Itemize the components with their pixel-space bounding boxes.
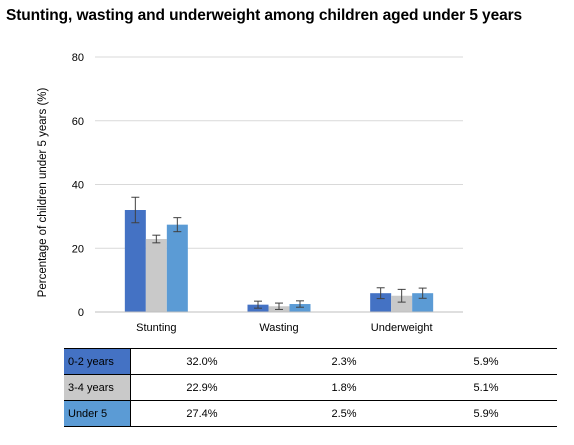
bar (289, 304, 311, 312)
table-row: 0-2 years 32.0% 2.3% 5.9% (64, 348, 557, 375)
table-cell: 2.3% (273, 348, 415, 375)
table-cell: 22.9% (130, 374, 273, 401)
table-cell: 5.1% (415, 374, 557, 401)
bar (166, 224, 188, 312)
table-cell: 5.9% (415, 348, 557, 375)
bar-chart: 0 20 40 60 80 Percentage of children under 5 … (37, 52, 463, 334)
bar (145, 239, 167, 312)
row-label-3-4-years: 3-4 years (64, 374, 131, 401)
bar (370, 293, 392, 312)
x-category-label: Underweight (371, 322, 433, 334)
table-row: Under 5 27.4% 2.5% 5.9% (64, 400, 557, 427)
data-table: 0-2 years 32.0% 2.3% 5.9% 3-4 years 22.9… (64, 348, 557, 427)
table-row: 3-4 years 22.9% 1.8% 5.1% (64, 374, 557, 401)
y-tick-label: 80 (72, 52, 84, 64)
y-tick-label: 0 (78, 307, 84, 319)
chart-title: Stunting, wasting and underweight among … (6, 7, 523, 24)
x-category-label: Wasting (259, 322, 298, 334)
x-category-label: Stunting (136, 322, 176, 334)
bar (391, 295, 413, 312)
table-cell: 2.5% (273, 400, 415, 427)
table-cell: 27.4% (130, 400, 273, 427)
y-tick-label: 60 (72, 116, 84, 128)
y-tick-label: 20 (72, 243, 84, 255)
table-cell: 5.9% (415, 400, 557, 427)
y-tick-label: 40 (72, 180, 84, 192)
row-label-0-2-years: 0-2 years (64, 348, 131, 375)
table-cell: 32.0% (130, 348, 273, 375)
row-label-under-5: Under 5 (64, 400, 131, 427)
table-cell: 1.8% (273, 374, 415, 401)
bar (124, 210, 146, 312)
bar (412, 293, 434, 312)
y-axis-title: Percentage of children under 5 years (%) (37, 87, 49, 297)
